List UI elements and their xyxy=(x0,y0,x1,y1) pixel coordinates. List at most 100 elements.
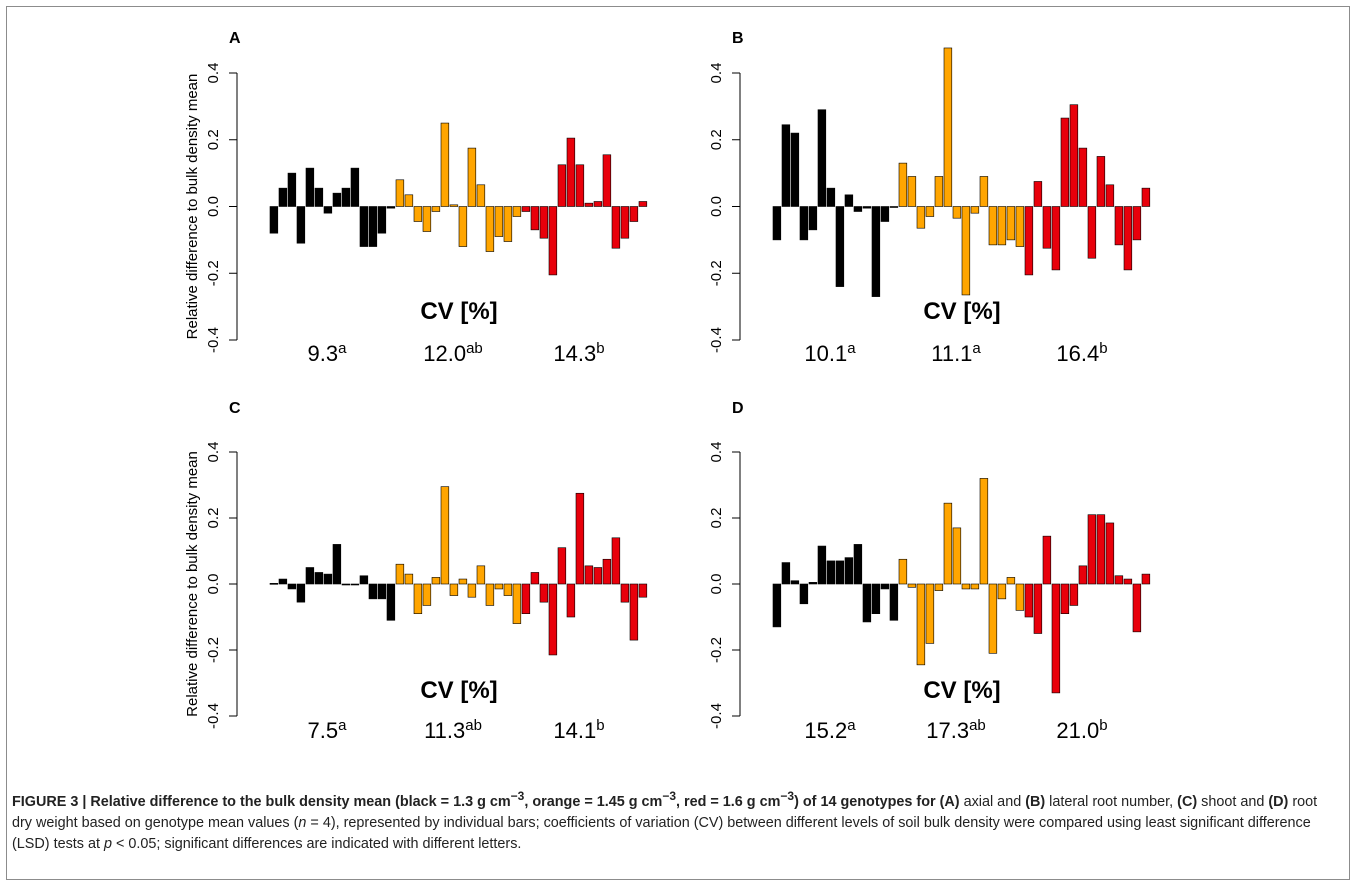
cv-letter: b xyxy=(596,340,604,357)
bar xyxy=(494,583,504,590)
caption-sup: −3 xyxy=(662,789,677,803)
cv-value: 11.3ab xyxy=(424,717,482,743)
y-tick-label: 0.0 xyxy=(708,196,725,217)
bar xyxy=(817,545,827,585)
bar xyxy=(593,201,603,207)
bar xyxy=(377,206,387,234)
bar xyxy=(1024,206,1034,276)
bar xyxy=(314,572,324,585)
bar xyxy=(799,583,809,605)
cv-letter: a xyxy=(847,340,856,357)
bar xyxy=(368,583,378,600)
bar xyxy=(269,206,279,234)
bar xyxy=(512,206,522,217)
bar xyxy=(395,563,405,585)
y-tick-label: -0.2 xyxy=(708,260,725,286)
bar xyxy=(1105,522,1115,585)
bar xyxy=(862,206,872,209)
bar xyxy=(772,583,782,628)
cv-number: 15.2 xyxy=(804,718,847,743)
bar xyxy=(1096,514,1106,585)
bar xyxy=(961,583,971,590)
bar xyxy=(638,583,648,598)
bar xyxy=(1033,181,1043,207)
bar xyxy=(332,192,342,207)
bar xyxy=(871,583,881,615)
bar xyxy=(889,206,899,208)
bar xyxy=(296,583,306,603)
cv-value: 7.5a xyxy=(308,717,348,743)
bar xyxy=(530,572,540,585)
bar xyxy=(584,202,594,207)
bar xyxy=(467,147,477,207)
bar xyxy=(943,502,953,585)
bar xyxy=(422,206,432,232)
bar xyxy=(1069,104,1079,207)
bar xyxy=(1105,184,1115,207)
bar xyxy=(1123,578,1133,585)
bar xyxy=(323,573,333,585)
y-tick-label: 0.2 xyxy=(708,508,725,529)
bar xyxy=(449,583,459,596)
bar xyxy=(790,132,800,207)
bar xyxy=(449,204,459,207)
bar xyxy=(925,583,935,644)
bar xyxy=(934,176,944,207)
panel-letter: B xyxy=(732,30,744,47)
caption-sup: −3 xyxy=(780,789,795,803)
cv-letter: b xyxy=(596,717,604,734)
y-tick-label: -0.4 xyxy=(205,703,222,729)
y-tick-label: -0.2 xyxy=(205,637,222,663)
cv-heading: CV [%] xyxy=(420,677,497,704)
caption-part: < 0.05; significant differences are indi… xyxy=(111,835,522,852)
caption-part: lateral root number, xyxy=(1045,793,1178,810)
y-tick-label: 0.2 xyxy=(205,508,222,529)
bar xyxy=(638,201,648,207)
bar xyxy=(997,583,1007,600)
cv-number: 14.1 xyxy=(553,718,596,743)
bar xyxy=(889,583,899,621)
bar xyxy=(1006,206,1016,241)
figure-caption: FIGURE 3 | Relative difference to the bu… xyxy=(12,786,1337,855)
y-tick-label: 0.0 xyxy=(205,574,222,595)
bar xyxy=(512,583,522,624)
bar xyxy=(880,206,890,222)
bar xyxy=(916,206,926,229)
cv-value: 14.3b xyxy=(553,340,604,366)
bar xyxy=(386,583,396,621)
panel-letter: C xyxy=(229,400,241,417)
y-tick-label: 0.0 xyxy=(205,196,222,217)
bar xyxy=(1015,206,1025,247)
y-tick-label: 0.4 xyxy=(205,63,222,84)
bar xyxy=(853,206,863,212)
bar xyxy=(584,565,594,585)
panel-letter: A xyxy=(229,30,241,47)
bar xyxy=(314,187,324,207)
bar xyxy=(1069,583,1079,606)
bar xyxy=(781,562,791,585)
bar xyxy=(1087,514,1097,585)
bar xyxy=(521,583,531,615)
bar xyxy=(979,176,989,207)
cv-value: 16.4b xyxy=(1056,340,1107,366)
cv-number: 21.0 xyxy=(1056,718,1099,743)
bar xyxy=(566,137,576,207)
y-tick-label: 0.2 xyxy=(205,129,222,150)
bar xyxy=(1051,206,1061,271)
bar xyxy=(1015,583,1025,611)
bar xyxy=(503,206,513,242)
bar xyxy=(557,164,567,207)
cv-value: 9.3a xyxy=(308,340,348,366)
caption-italic: n xyxy=(298,814,307,831)
bar xyxy=(907,583,917,588)
caption-part: shoot and xyxy=(1197,793,1269,810)
bar xyxy=(826,187,836,207)
caption-part: root dry weight based on genotype mean v… xyxy=(12,793,1318,831)
bar xyxy=(557,547,567,585)
bar xyxy=(287,172,297,207)
caption-part: , red = 1.6 g cm xyxy=(676,793,781,810)
bar xyxy=(772,206,782,241)
y-axis-label: Relative difference to bulk density mean xyxy=(184,451,201,717)
bar xyxy=(548,583,558,656)
bar xyxy=(458,578,468,585)
